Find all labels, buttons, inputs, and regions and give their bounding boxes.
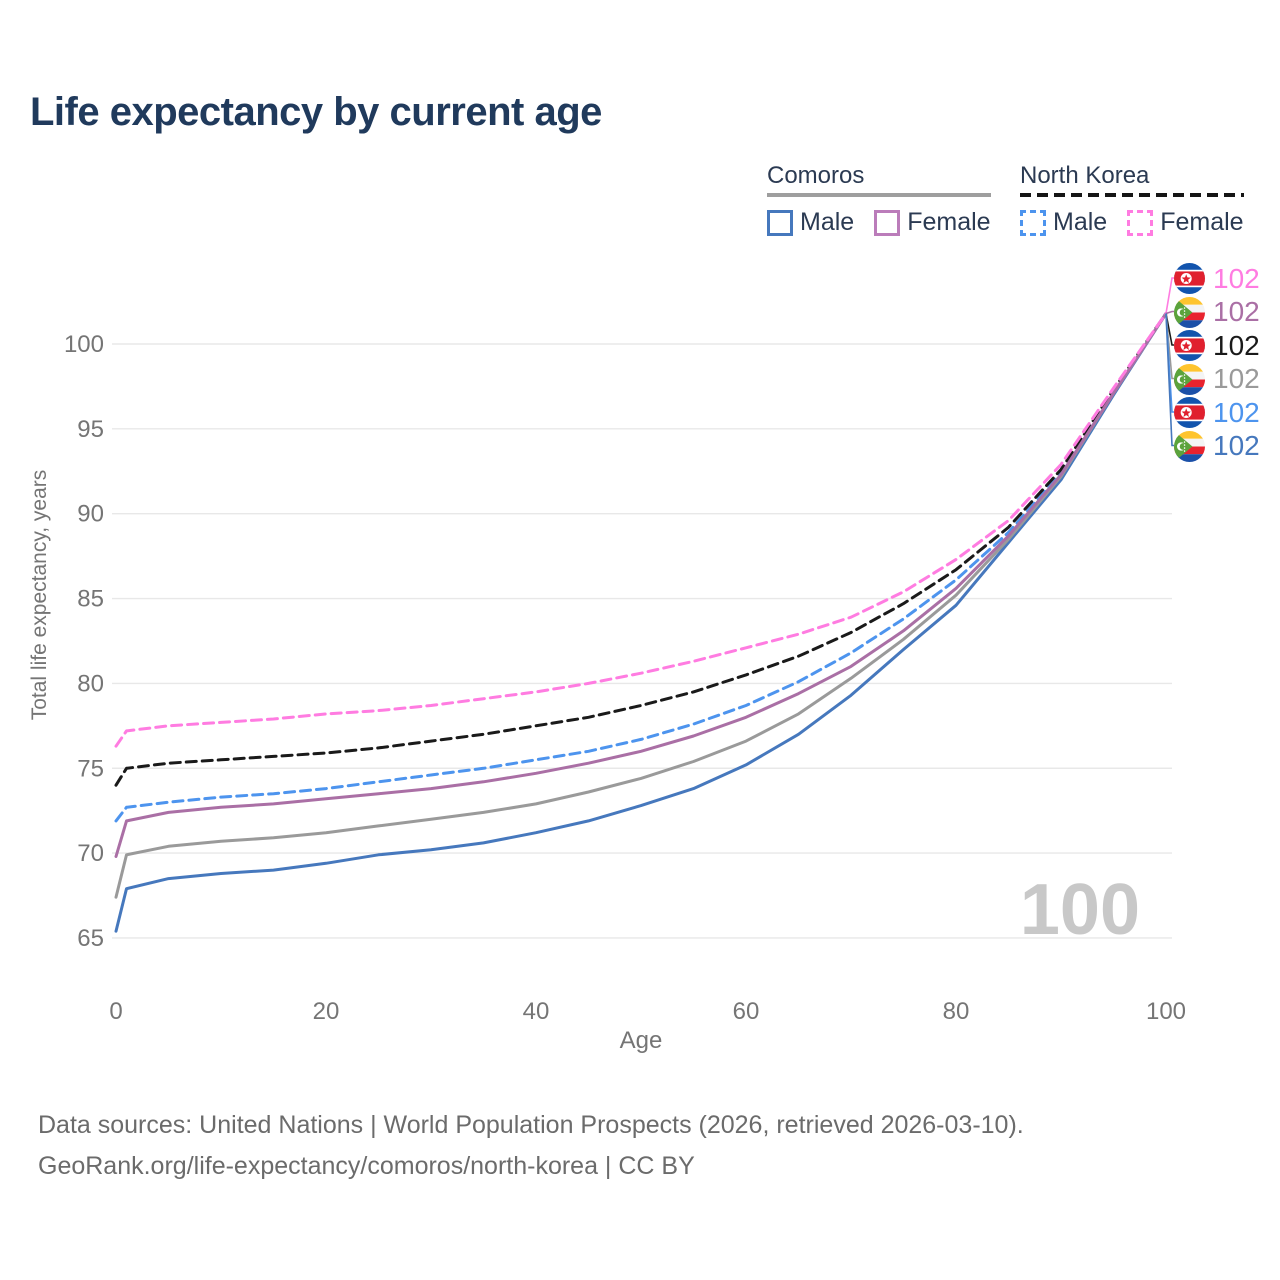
comoros-flag-icon	[1174, 430, 1205, 462]
end-value-label: 102	[1213, 329, 1260, 361]
legend-item-label: Female	[1160, 208, 1244, 236]
series-line-north-korea-male[interactable]	[114, 312, 1168, 823]
end-label-row-north-korea-female: 102	[1174, 263, 1260, 295]
comoros-flag-icon	[1174, 363, 1205, 395]
legend-group-comoros: Comoros Male Female	[767, 162, 991, 237]
y-tick-label-95: 95	[77, 416, 104, 443]
legend-swatch-solid	[874, 209, 901, 236]
legend-swatch-dashed	[1127, 209, 1154, 236]
page-title: Life expectancy by current age	[30, 90, 602, 134]
y-tick-label-75: 75	[77, 755, 104, 782]
end-label-row-north-korea-male: 102	[1174, 397, 1260, 429]
legend-country-line-swatch	[1020, 193, 1244, 197]
y-tick-label-65: 65	[77, 925, 104, 952]
y-axis-title: Total life expectancy, years	[28, 470, 51, 721]
footer: Data sources: United Nations | World Pop…	[38, 1105, 1024, 1187]
legend-group-north-korea: North Korea Male Female	[1020, 162, 1244, 237]
x-tick-label-80: 80	[943, 998, 970, 1025]
series-line-north-korea-female[interactable]	[114, 312, 1168, 748]
end-label-row-north-korea-both-sexes: 102	[1174, 330, 1260, 362]
legend-item-north-korea-male[interactable]: Male	[1020, 208, 1107, 237]
end-value-label: 102	[1213, 363, 1260, 394]
legend-item-comoros-male[interactable]: Male	[767, 208, 854, 237]
legend-item-comoros-female[interactable]: Female	[874, 208, 991, 237]
x-axis-title: Age	[620, 1027, 663, 1054]
series-line-north-korea-both-sexes[interactable]	[114, 312, 1168, 787]
end-label-row-comoros-male: 102	[1174, 430, 1260, 462]
legend-item-north-korea-female[interactable]: Female	[1127, 208, 1244, 237]
legend-item-label: Female	[907, 208, 991, 236]
north-korea-flag-icon	[1174, 330, 1205, 361]
y-tick-label-70: 70	[77, 840, 104, 867]
y-tick-label-100: 100	[64, 331, 104, 358]
end-label-row-comoros-female: 102	[1174, 296, 1260, 328]
north-korea-flag-icon	[1174, 263, 1205, 294]
end-label-row-comoros-both-sexes: 102	[1174, 363, 1260, 395]
footer-sources-line: Data sources: United Nations | World Pop…	[38, 1111, 1024, 1139]
x-tick-label-40: 40	[523, 998, 550, 1025]
footer-attribution-line: GeoRank.org/life-expectancy/comoros/nort…	[38, 1152, 695, 1180]
y-tick-label-90: 90	[77, 501, 104, 528]
legend-swatch-dashed	[1020, 209, 1046, 236]
legend-country-label: Comoros	[767, 162, 865, 189]
age-watermark: 100	[1020, 870, 1140, 950]
line-chart-canvas[interactable]: 100 65 70 75 80 85 90 95 100 0 20 40 60 80 100 Age Total…	[0, 0, 1280, 1080]
north-korea-flag-icon	[1174, 397, 1205, 428]
legend-country-label: North Korea	[1020, 162, 1150, 189]
end-value-label: 102	[1213, 296, 1260, 327]
y-tick-label-85: 85	[77, 586, 104, 613]
end-value-label: 102	[1213, 262, 1260, 294]
series-line-comoros-both-sexes[interactable]	[114, 312, 1168, 899]
x-tick-label-20: 20	[313, 998, 340, 1025]
legend-swatch-solid	[767, 209, 793, 236]
series-line-comoros-male[interactable]	[114, 312, 1168, 933]
y-tick-label-80: 80	[77, 670, 104, 697]
x-tick-label-0: 0	[109, 998, 122, 1025]
end-value-label: 102	[1213, 430, 1260, 461]
series-line-comoros-female[interactable]	[114, 312, 1168, 858]
legend-item-label: Male	[1053, 208, 1108, 236]
end-value-label: 102	[1213, 396, 1260, 428]
legend-item-label: Male	[800, 208, 855, 236]
comoros-flag-icon	[1174, 296, 1205, 328]
x-tick-label-60: 60	[733, 998, 760, 1025]
x-tick-label-100: 100	[1146, 998, 1186, 1025]
legend-country-line-swatch	[767, 193, 991, 197]
